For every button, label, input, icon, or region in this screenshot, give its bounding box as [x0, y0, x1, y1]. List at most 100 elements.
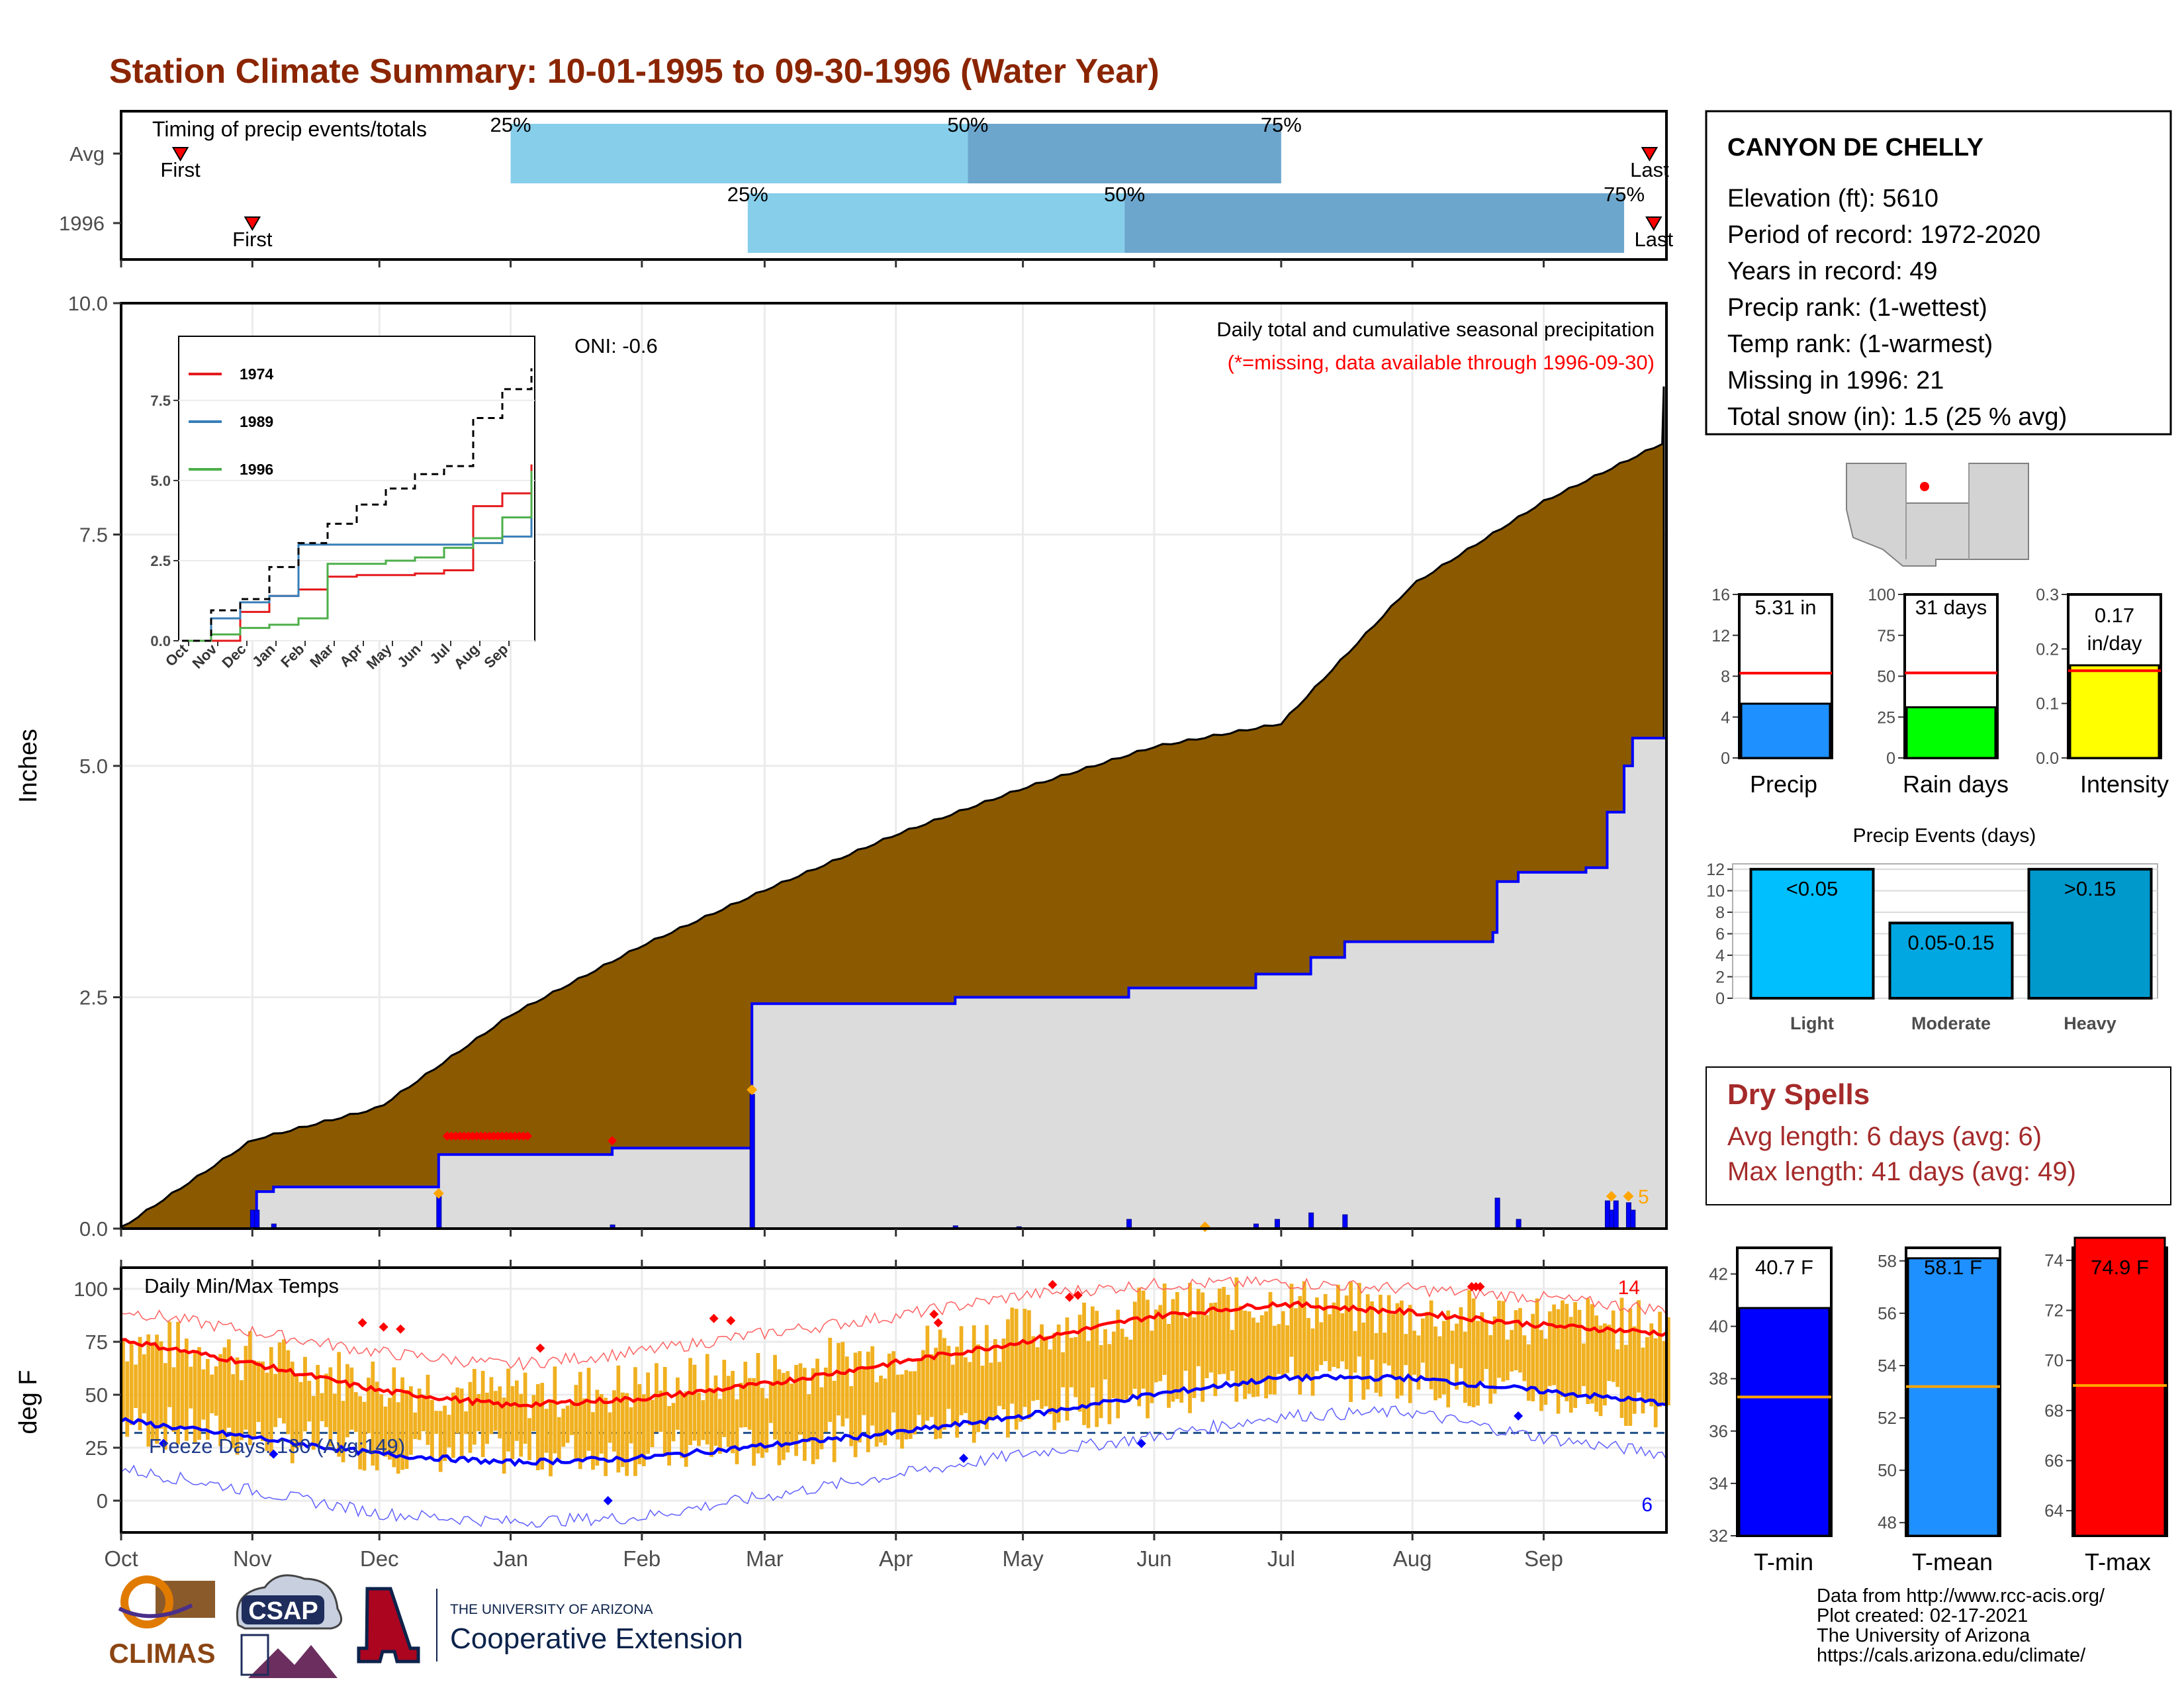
- daily-temp-bar: [367, 1378, 371, 1434]
- daily-temp-bar: [1162, 1283, 1167, 1376]
- temp-summary-ytick-label: 56: [1878, 1303, 1897, 1323]
- record-low-marker: [1514, 1411, 1524, 1421]
- last-event-label: Last: [1635, 228, 1674, 251]
- avg-tmax-line: [120, 1300, 1668, 1409]
- daily-temp-bar: [964, 1357, 968, 1413]
- page-title: Station Climate Summary: 10-01-1995 to 0…: [109, 52, 1160, 91]
- daily-temp-bar: [1040, 1324, 1044, 1409]
- daily-temp-bar: [1255, 1322, 1260, 1397]
- daily-temp-bar: [853, 1352, 858, 1458]
- daily-temp-bar: [422, 1395, 426, 1432]
- daily-temp-bar: [142, 1354, 146, 1414]
- daily-temp-bar: [480, 1370, 485, 1458]
- daily-temp-bar: [925, 1325, 930, 1421]
- daily-temp-bar: [163, 1363, 167, 1450]
- daily-temp-bar: [358, 1396, 362, 1470]
- month-axis: Oct Nov Dec Jan Feb Mar Apr May Jun Jul Aug Sep: [104, 1532, 1563, 1571]
- daily-temp-bar: [1340, 1313, 1345, 1362]
- temp-summary-ytick-label: 72: [2044, 1301, 2064, 1321]
- daily-temp-bar: [832, 1380, 837, 1462]
- daily-temp-bar: [1577, 1309, 1582, 1397]
- daily-temp-bar: [375, 1382, 379, 1471]
- daily-temp-bar: [1319, 1322, 1324, 1366]
- daily-temp-bar: [1408, 1305, 1412, 1403]
- daily-temp-bar: [625, 1393, 629, 1476]
- daily-temp-bar: [231, 1374, 236, 1448]
- record-high-marker: [535, 1343, 545, 1353]
- daily-precip-bar: [749, 1094, 755, 1229]
- daily-temp-bar: [1023, 1309, 1027, 1407]
- daily-temp-bar: [248, 1331, 252, 1446]
- daily-temp-bar: [1539, 1330, 1543, 1411]
- daily-temp-bar: [955, 1346, 960, 1438]
- daily-temp-bar: [739, 1383, 743, 1428]
- inset-series-line: [182, 516, 533, 642]
- daily-temp-bar: [985, 1325, 989, 1430]
- daily-temp-bar: [197, 1347, 201, 1440]
- daily-temp-bar: [608, 1412, 612, 1443]
- inset-ytick-label: 7.5: [150, 393, 171, 409]
- daily-temp-bar: [455, 1387, 460, 1434]
- daily-temp-bar: [726, 1376, 731, 1447]
- daily-temp-bar: [976, 1344, 980, 1432]
- daily-temp-bar: [1543, 1338, 1548, 1405]
- daily-temp-bar: [1395, 1303, 1400, 1399]
- daily-temp-bar: [1230, 1330, 1234, 1372]
- temp-summary-label: T-min: [1754, 1548, 1813, 1575]
- month-tick-label: Aug: [1393, 1546, 1432, 1571]
- daily-precip-bar: [254, 1209, 260, 1229]
- temp-ytick-label: 75: [85, 1331, 108, 1354]
- daily-temp-bar: [531, 1395, 536, 1432]
- daily-temp-bar: [777, 1369, 782, 1466]
- events-bar-label: <0.05: [1786, 877, 1838, 900]
- daily-temp-bar: [1399, 1300, 1404, 1396]
- precip-chart-subtitle: (*=missing, data available through 1996-…: [1228, 351, 1655, 374]
- temp-summary-ytick-label: 50: [1878, 1460, 1897, 1480]
- first-event-marker: [171, 147, 189, 162]
- daily-temp-bar: [633, 1367, 637, 1476]
- timing-title: Timing of precip events/totals: [152, 117, 427, 141]
- daily-temp-bar: [895, 1374, 900, 1440]
- daily-temp-bar: [1107, 1344, 1112, 1425]
- daily-temp-bar: [303, 1356, 307, 1432]
- daily-temp-bar: [828, 1337, 833, 1423]
- daily-temp-bar: [1137, 1288, 1142, 1407]
- daily-temp-bar: [1624, 1344, 1628, 1427]
- daily-temp-bar: [1615, 1349, 1619, 1387]
- precip-events-panel: Precip Events (days) 0 2 4 6 8 10 12 <0.05 Light…: [1706, 825, 2158, 1033]
- daily-temp-bar: [349, 1367, 354, 1430]
- daily-temp-bar: [1217, 1288, 1222, 1375]
- summary-ytick-label: 8: [1721, 668, 1730, 686]
- daily-temp-bar: [210, 1374, 214, 1414]
- daily-temp-bar: [561, 1408, 566, 1447]
- daily-temp-bar: [353, 1391, 358, 1432]
- record-high-marker: [1073, 1290, 1083, 1300]
- daily-temp-bar: [240, 1380, 244, 1440]
- timing-band-25-50: [747, 193, 1125, 253]
- daily-temp-bar: [371, 1361, 375, 1466]
- station-line: Years in record: 49: [1727, 258, 1938, 285]
- daily-temp-bar: [171, 1367, 176, 1432]
- temp-summary-ytick-label: 48: [1878, 1513, 1897, 1532]
- daily-temp-bar: [1052, 1333, 1057, 1430]
- daily-temp-bar: [400, 1377, 404, 1470]
- footer-line: Data from http://www.rcc-acis.org/: [1817, 1585, 2105, 1607]
- daily-temp-bar: [443, 1405, 447, 1462]
- ua-logo: THE UNIVERSITY OF ARIZONA Cooperative Ex…: [357, 1587, 743, 1664]
- daily-temp-bar: [159, 1341, 163, 1429]
- daily-temp-bar: [807, 1394, 811, 1442]
- record-high-marker: [1064, 1292, 1074, 1302]
- temp-summary-ytick-label: 70: [2044, 1350, 2064, 1370]
- summary-ytick-label: 75: [1877, 627, 1895, 645]
- daily-temp-bar: [519, 1393, 523, 1457]
- events-bar: [2027, 868, 2153, 1000]
- record-low-marker: [269, 1449, 279, 1459]
- daily-temp-bar: [1251, 1317, 1255, 1397]
- daily-temp-bar: [756, 1353, 760, 1454]
- daily-temp-bar: [1535, 1298, 1539, 1391]
- daily-temp-bar: [718, 1399, 722, 1454]
- daily-temp-bar: [1120, 1329, 1124, 1401]
- events-category-label: Moderate: [1911, 1013, 1991, 1033]
- temp-summary-ytick-label: 52: [1878, 1408, 1897, 1428]
